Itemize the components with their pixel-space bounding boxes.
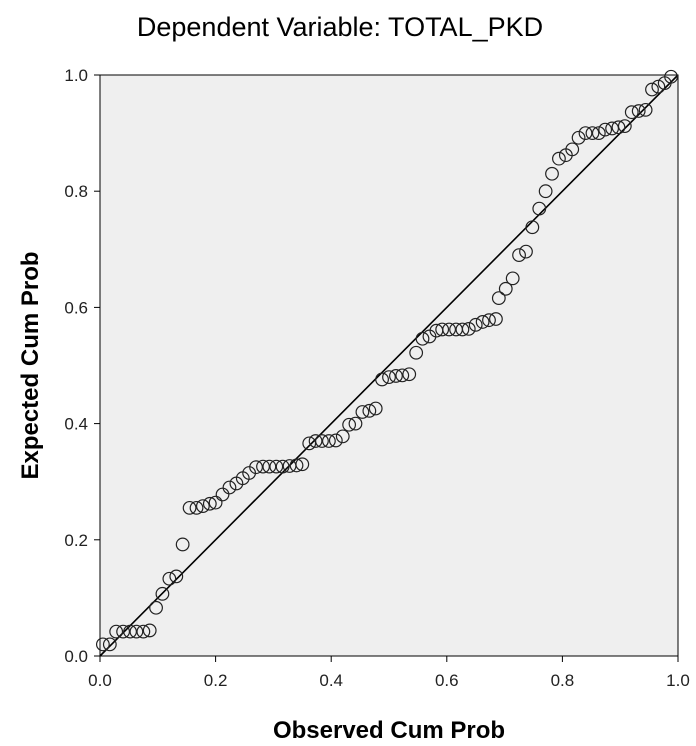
data-point [315,434,329,448]
y-tick-label: 0.6 [64,298,88,317]
data-point [624,105,639,120]
data-point [342,417,357,432]
data-point [109,624,124,639]
data-point [335,429,350,444]
data-point [505,271,520,286]
data-point [202,496,217,511]
data-point [149,600,163,615]
data-point [368,401,383,416]
chart-title: Dependent Variable: TOTAL_PKD [136,12,544,42]
data-point [136,624,151,639]
data-point [591,126,606,141]
data-point [455,322,470,337]
data-point [415,331,430,346]
data-point [638,102,653,117]
x-axis-title: Observed Cum Prob [273,717,505,744]
reference-line-layer [99,74,679,657]
data-point [155,586,170,601]
data-point [565,142,580,157]
data-point [382,370,396,385]
data-point [275,459,290,474]
x-tick-label: 0.2 [204,671,228,690]
data-point [545,166,559,181]
data-point [295,457,310,472]
x-tick-label: 0.6 [435,671,459,690]
data-point [116,624,131,639]
data-point [552,151,566,166]
y-tick-label: 0.2 [64,531,88,550]
data-point [409,345,424,360]
data-point [162,571,177,586]
data-point [651,79,666,94]
y-tick-label: 1.0 [64,66,88,85]
data-point [571,130,586,145]
data-point [482,313,496,328]
data-point [468,317,483,332]
data-point [328,433,343,448]
data-point [461,322,476,336]
data-point [585,126,600,141]
data-point [102,637,117,652]
x-tick-label: 0.0 [88,671,112,690]
data-point [578,126,593,141]
data-point [182,500,197,515]
data-point [321,434,336,448]
data-point [664,69,678,84]
data-point [402,367,417,382]
data-point [189,500,204,515]
data-point [525,220,540,235]
data-point [169,569,184,584]
data-point [256,459,270,474]
x-tick-label: 0.4 [319,671,343,690]
data-point [348,416,363,431]
y-tick-label: 0.4 [64,415,88,434]
data-point [489,312,503,326]
data-point [389,369,403,383]
data-point [435,322,450,337]
x-tick-label: 0.8 [551,671,575,690]
data-point [395,368,410,383]
data-points-layer [95,69,678,652]
data-point [645,82,659,97]
y-tick-label: 0.0 [64,647,88,666]
data-point [262,459,277,474]
data-point [123,624,137,639]
data-point [617,119,632,134]
data-point [631,104,646,118]
y-axis-ticks: 0.0 0.2 0.4 0.6 0.8 1.0 [64,66,100,666]
data-point [289,458,304,473]
data-point [95,637,110,652]
data-point [362,403,377,418]
data-point [308,434,323,448]
data-point [498,281,513,296]
data-point [215,487,230,502]
data-point [375,372,389,387]
data-point [611,120,626,135]
data-point [175,537,190,552]
x-axis-ticks: 0.0 0.2 0.4 0.6 0.8 1.0 [88,656,690,690]
data-point [519,244,533,259]
x-tick-label: 1.0 [666,671,690,690]
y-tick-label: 0.8 [64,182,88,201]
data-point [249,460,263,475]
data-point [538,184,553,199]
data-point [598,122,613,137]
data-point [491,291,506,306]
data-point [442,322,457,337]
data-point [532,201,547,216]
data-point [208,495,223,510]
data-point [129,624,144,639]
reference-line [99,74,679,657]
data-point [142,623,157,638]
data-point [355,405,370,419]
data-point [512,248,526,263]
data-point [222,480,237,495]
data-point [195,499,210,514]
data-point [269,459,284,474]
y-axis-title: Expected Cum Prob [17,251,44,479]
data-point [475,315,490,329]
